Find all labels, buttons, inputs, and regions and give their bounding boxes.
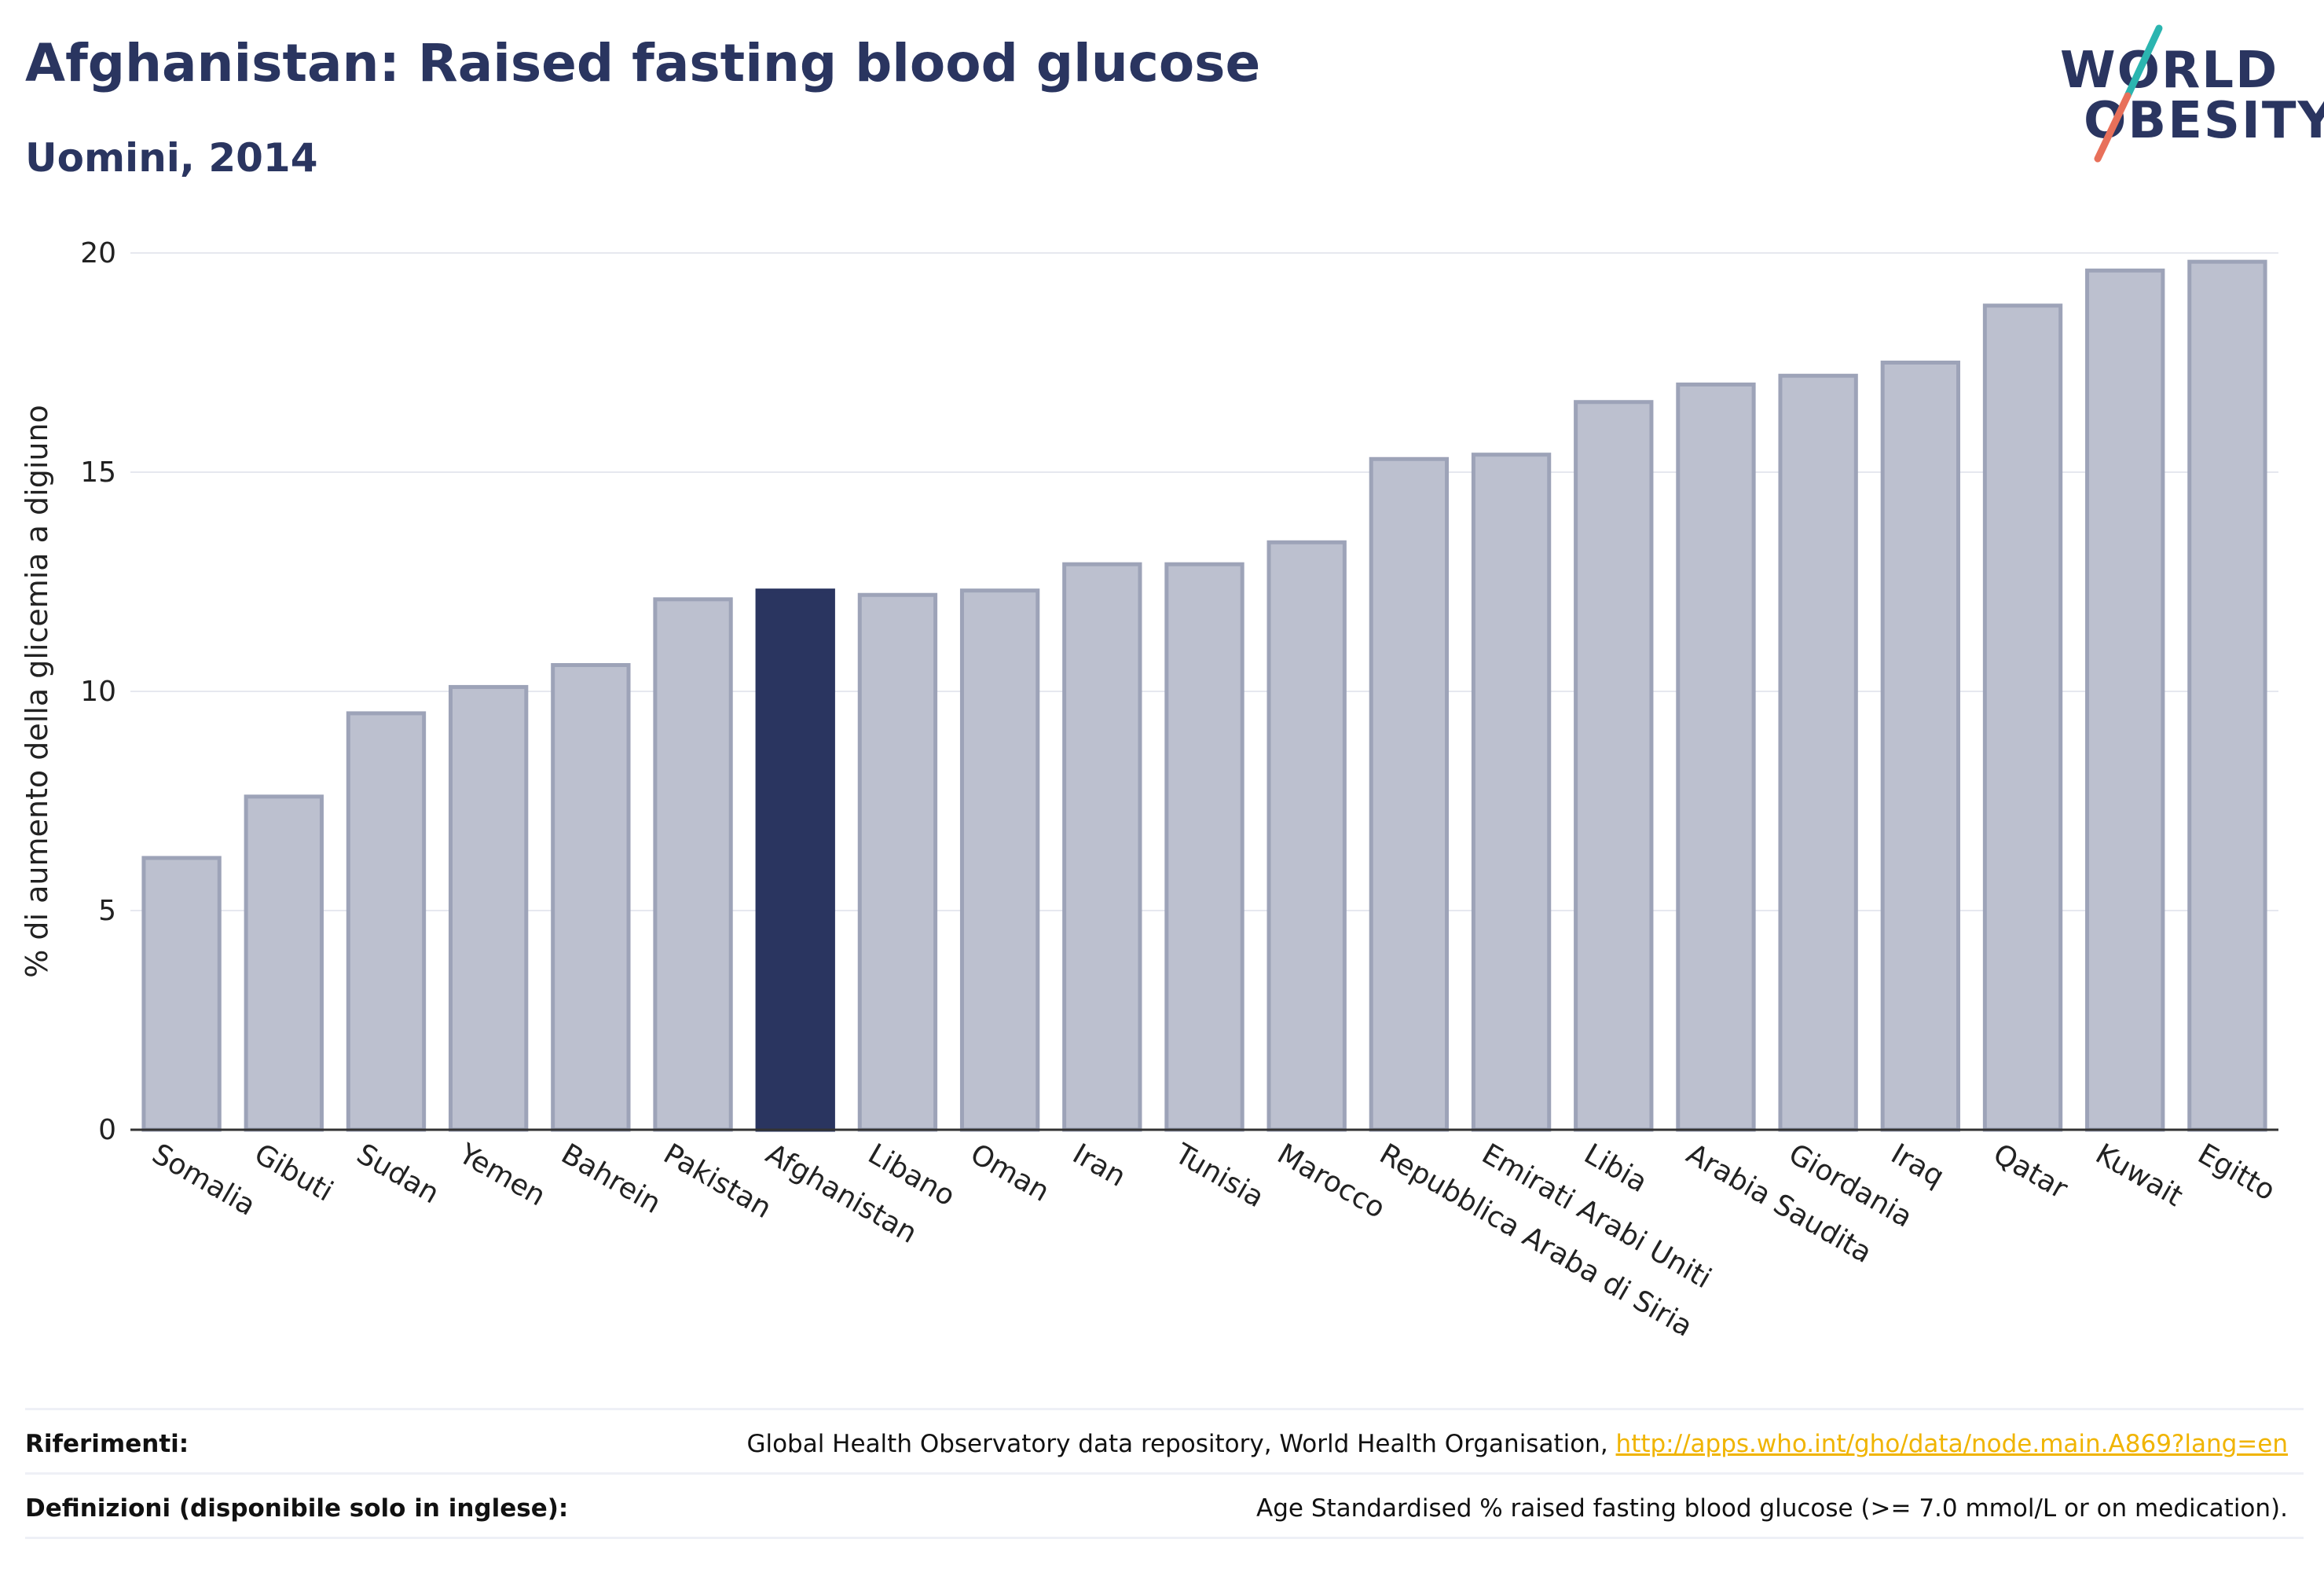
bar-emirati-arabi-uniti <box>1471 453 1552 1132</box>
bar-libia <box>1574 400 1654 1132</box>
definitions-value: Age Standardised % raised fasting blood … <box>1256 1494 2288 1523</box>
y-tick-label: 5 <box>98 895 116 927</box>
chart-title: Afghanistan: Raised fasting blood glucos… <box>25 33 1261 93</box>
footer-divider-top <box>25 1408 2304 1410</box>
bar-giordania <box>1778 373 1858 1132</box>
references-link[interactable]: http://apps.who.int/gho/data/node.main.A… <box>1615 1430 2288 1458</box>
x-tick-label: Iran <box>1067 1138 1131 1193</box>
x-tick-label: Gibuti <box>249 1138 339 1208</box>
bar-afghanistan <box>755 588 835 1132</box>
footer-references-row: Riferimenti: Global Health Observatory d… <box>25 1420 2288 1468</box>
footer-divider-middle <box>25 1472 2304 1475</box>
bar-iran <box>1062 562 1142 1132</box>
bar-gibuti <box>244 794 324 1132</box>
bar-bahrein <box>551 663 631 1132</box>
bar-iraq <box>1880 361 1961 1132</box>
bar-somalia <box>141 856 222 1132</box>
y-axis-label: % di aumento della glicemia a digiuno <box>20 405 54 978</box>
x-tick-label: Qatar <box>1988 1138 2073 1205</box>
bar-kuwait <box>2085 268 2165 1132</box>
x-tick-label: Arabia Saudita <box>1681 1138 1877 1270</box>
y-tick-label: 20 <box>80 237 116 269</box>
x-tick-label: Kuwait <box>2090 1138 2188 1213</box>
bar-yemen <box>448 684 529 1132</box>
x-tick-label: Yemen <box>453 1138 551 1213</box>
references-text: Global Health Observatory data repositor… <box>746 1430 1616 1458</box>
logo-text-world: WORLD <box>2060 42 2279 100</box>
x-tick-label: Marocco <box>1272 1138 1391 1225</box>
x-tick-label: Sudan <box>351 1138 445 1210</box>
x-tick-label: Egitto <box>2192 1138 2280 1207</box>
x-tick-label: Bahrein <box>555 1138 665 1220</box>
bar-libano <box>857 592 938 1132</box>
bar-arabia-saudita <box>1676 382 1756 1132</box>
y-tick-label: 0 <box>98 1114 116 1146</box>
bar-oman <box>959 588 1040 1132</box>
x-tick-label: Iraq <box>1886 1138 1949 1193</box>
footer-definitions-row: Definizioni (disponibile solo in inglese… <box>25 1485 2288 1532</box>
x-tick-label: Tunisia <box>1169 1138 1270 1214</box>
x-tick-label: Oman <box>965 1138 1054 1208</box>
x-tick-label: Libia <box>1578 1138 1652 1199</box>
y-tick-label: 15 <box>80 456 116 489</box>
logo-slash-icon <box>2094 24 2163 163</box>
bar-repubblica-araba-di-siria <box>1369 456 1450 1132</box>
references-value: Global Health Observatory data repositor… <box>746 1430 2288 1458</box>
world-obesity-logo: WORLD OBESITY <box>2043 24 2324 165</box>
bar-qatar <box>1982 303 2063 1132</box>
x-tick-label: Somalia <box>147 1138 261 1222</box>
references-label: Riferimenti: <box>25 1430 189 1458</box>
chart-subtitle: Uomini, 2014 <box>25 135 318 181</box>
footer-divider-bottom <box>25 1537 2304 1539</box>
bar-egitto <box>2187 259 2267 1132</box>
bar-pakistan <box>653 597 733 1132</box>
bar-tunisia <box>1164 562 1244 1132</box>
y-tick-label: 10 <box>80 676 116 708</box>
bar-sudan <box>346 711 427 1132</box>
bar-marocco <box>1266 540 1347 1132</box>
x-tick-label: Pakistan <box>658 1138 777 1225</box>
definitions-label: Definizioni (disponibile solo in inglese… <box>25 1494 569 1523</box>
